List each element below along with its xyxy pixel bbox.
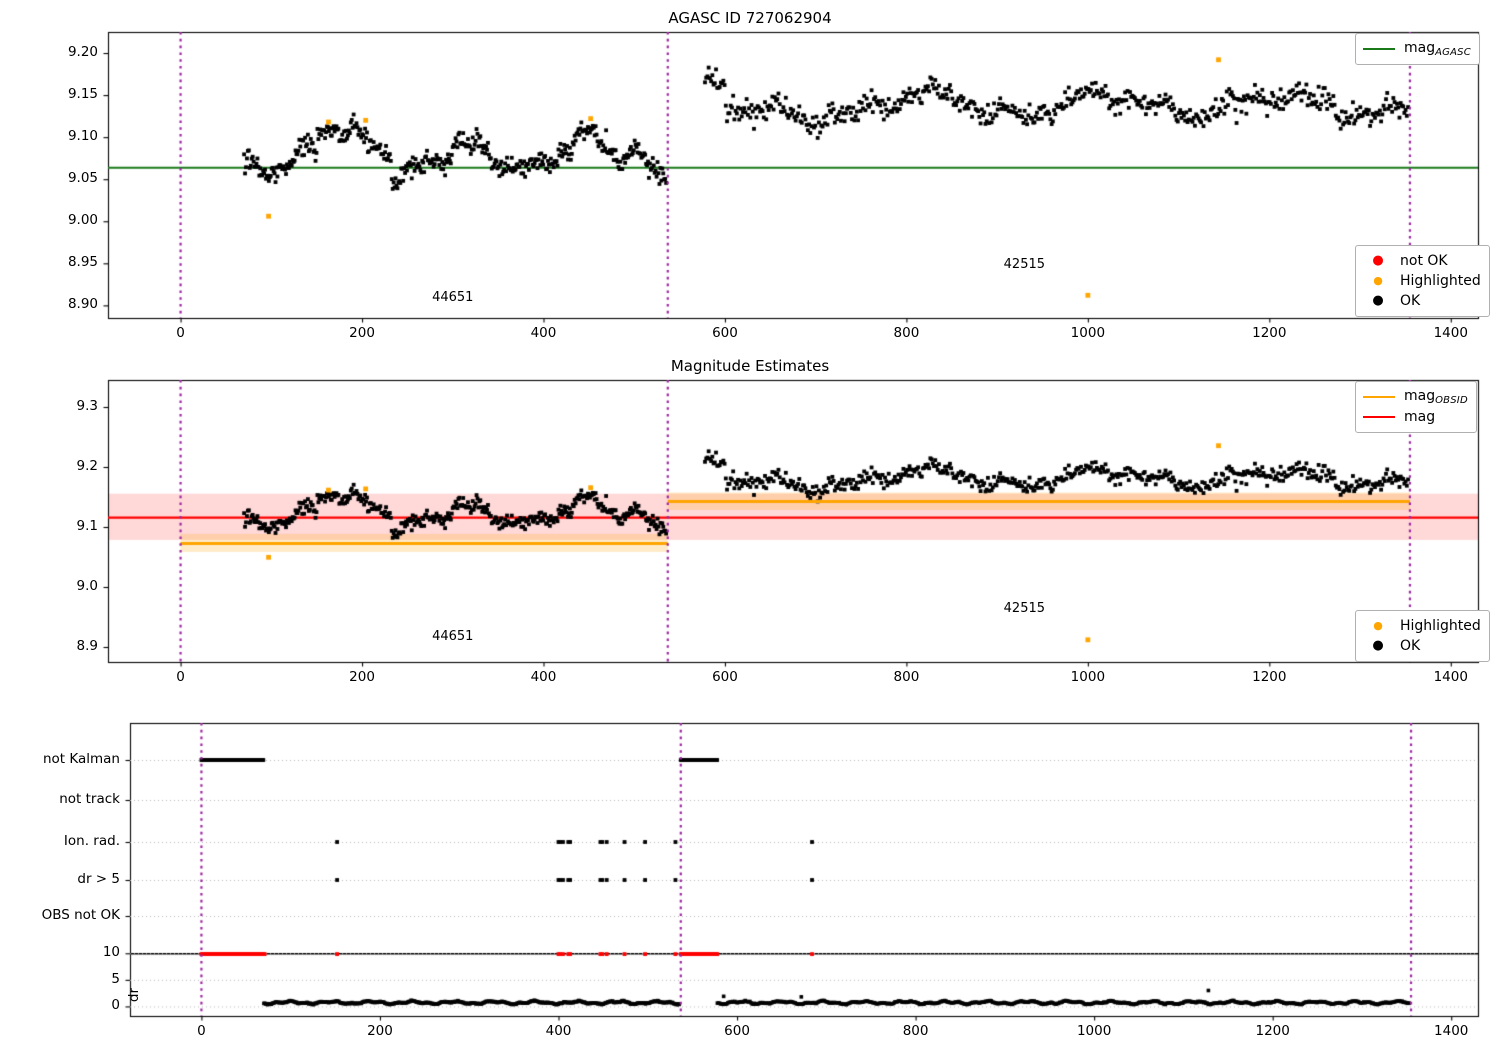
legend-markers-panel1-entry[interactable]: ● not OK bbox=[1363, 251, 1481, 271]
legend-dot-swatch: ● bbox=[1372, 253, 1384, 268]
legend-label: Highlighted bbox=[1400, 273, 1481, 289]
legend-dot-swatch: ● bbox=[1372, 293, 1384, 308]
legend-label: OK bbox=[1400, 293, 1421, 309]
legend-dot-swatch: ● bbox=[1372, 638, 1384, 653]
legend-label: not OK bbox=[1400, 253, 1448, 269]
legend-mag-agasc: magAGASC bbox=[1355, 33, 1480, 65]
legend-markers-panel1: ● not OK ● Highlighted ● OK bbox=[1355, 245, 1490, 317]
legend-label-subscript: OBSID bbox=[1435, 394, 1468, 406]
legend-markers-panel1-entry[interactable]: ● Highlighted bbox=[1363, 271, 1481, 291]
legend-line-swatch bbox=[1363, 396, 1395, 398]
legend-dot-swatch: ● bbox=[1373, 274, 1383, 287]
legend-markers-panel1-entry[interactable]: ● OK bbox=[1363, 291, 1481, 311]
legend-line-swatch bbox=[1363, 416, 1395, 418]
legend-mag-lines-panel2-entry[interactable]: magOBSID bbox=[1363, 387, 1468, 407]
legend-markers-panel2: ● Highlighted ● OK bbox=[1355, 610, 1490, 662]
legend-label: magOBSID bbox=[1404, 388, 1468, 406]
legend-markers-panel2-entry[interactable]: ● OK bbox=[1363, 636, 1481, 656]
legend-mag-lines-panel2: magOBSID mag bbox=[1355, 381, 1477, 433]
legend-label-subscript: AGASC bbox=[1435, 46, 1471, 58]
legend-label: mag bbox=[1404, 409, 1436, 425]
legend-dot-swatch: ● bbox=[1373, 619, 1383, 632]
legend-mag-lines-panel2-entry[interactable]: mag bbox=[1363, 407, 1468, 427]
legend-label: OK bbox=[1400, 638, 1421, 654]
legend-line-swatch bbox=[1363, 48, 1395, 50]
legend-label: magAGASC bbox=[1404, 40, 1471, 58]
legend-label: Highlighted bbox=[1400, 618, 1481, 634]
legend-mag-agasc-entry[interactable]: magAGASC bbox=[1363, 39, 1471, 59]
legend-markers-panel2-entry[interactable]: ● Highlighted bbox=[1363, 616, 1481, 636]
